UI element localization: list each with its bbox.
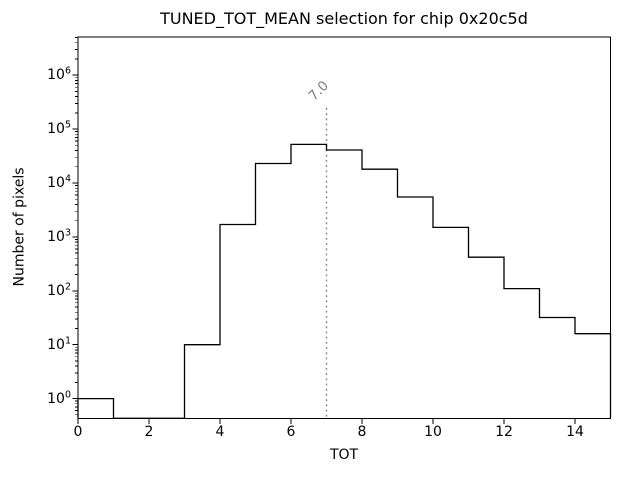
y-tick-label: 100 [47,388,71,407]
x-tick-label: 8 [357,424,367,440]
y-tick-label: 106 [47,65,71,84]
y-tick-label: 103 [47,227,71,245]
x-tick-label: 6 [286,424,296,440]
histogram-line [77,143,612,419]
x-tick-label: 14 [566,424,584,440]
y-tick-label: 101 [47,335,71,353]
plot-spines [77,36,611,419]
y-tick-label: 102 [47,281,71,299]
x-tick-label: 12 [495,424,513,440]
x-tick-label: 0 [73,424,83,440]
x-axis-label: TOT [329,447,359,463]
chart-title: TUNED_TOT_MEAN selection for chip 0x20c5… [160,9,528,28]
x-tick-label: 2 [144,424,154,440]
x-tick-label: 10 [424,424,442,440]
x-tick-label: 4 [215,424,225,440]
y-tick-label: 104 [47,173,71,191]
y-tick-label: 105 [47,119,71,138]
